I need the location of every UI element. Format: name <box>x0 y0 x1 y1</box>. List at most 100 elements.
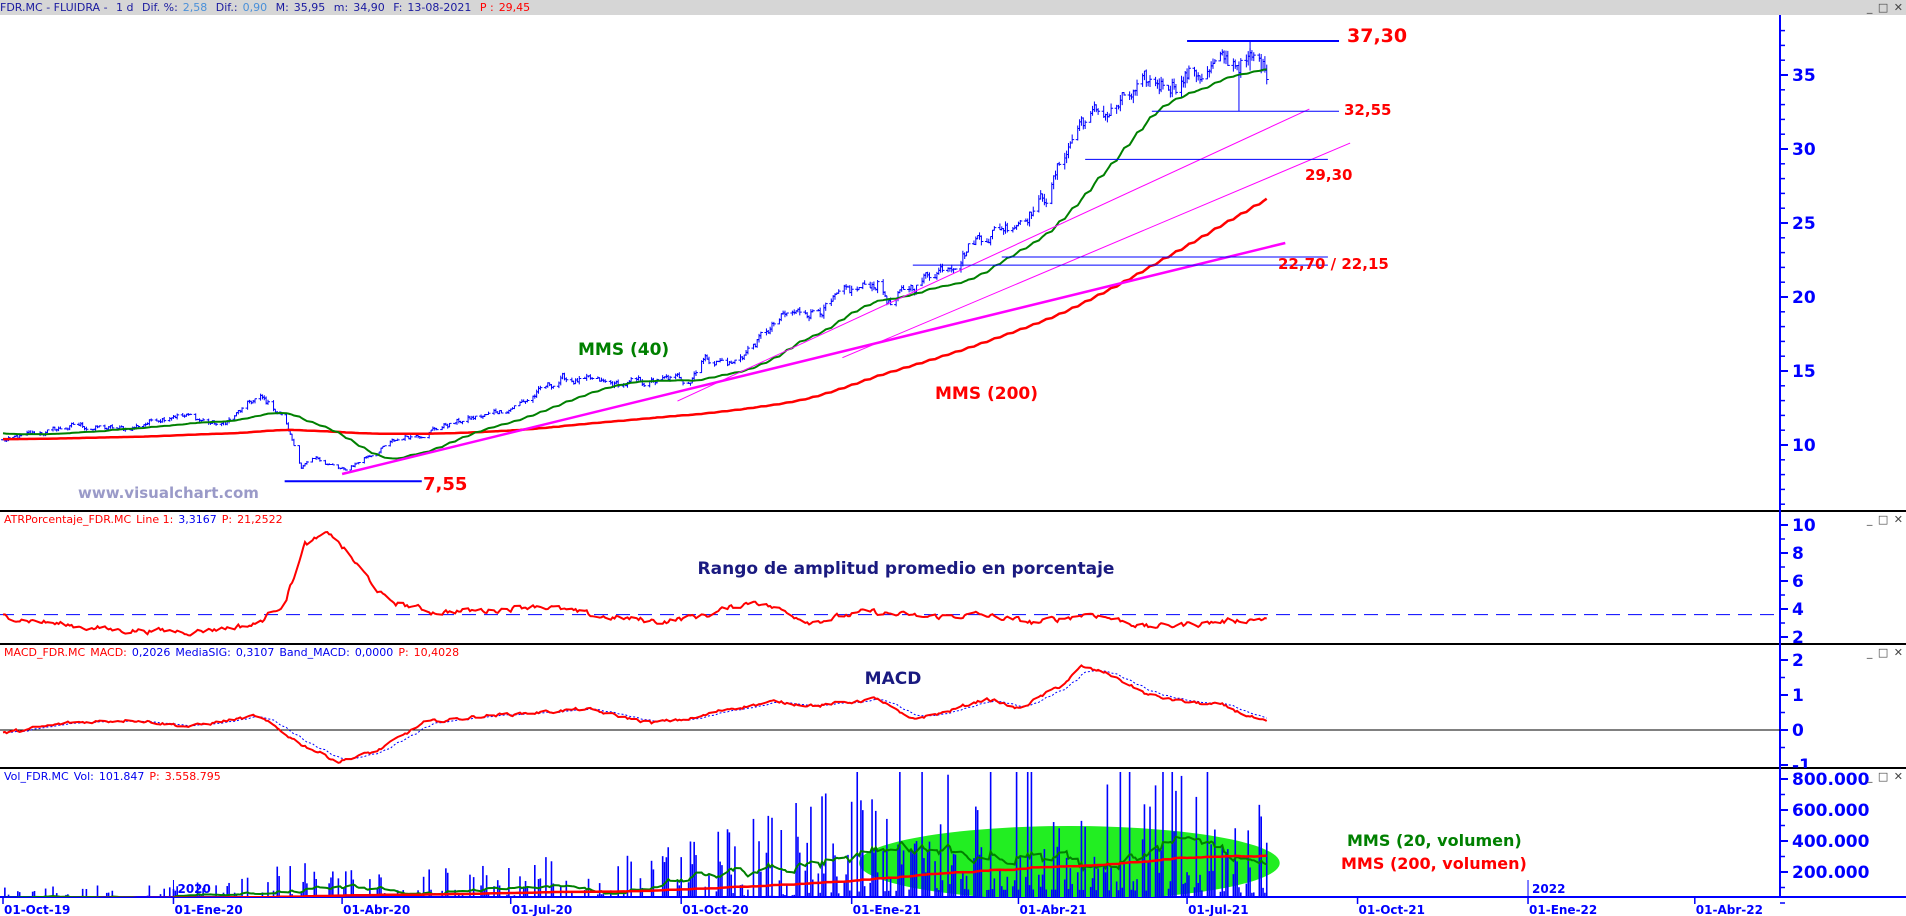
price-bar <box>1173 83 1178 95</box>
price-bar <box>512 405 517 410</box>
price-bar <box>629 377 634 382</box>
price-bar <box>1212 59 1217 64</box>
window-controls-macd[interactable]: _ □ ✕ <box>1866 646 1904 659</box>
dif-value: 0,90 <box>242 1 268 14</box>
max-label: M: <box>275 1 289 14</box>
p-label: P : <box>479 1 494 14</box>
price-tick-label: 10 <box>1792 436 1816 456</box>
price-bar <box>966 243 971 253</box>
x-tick-label: 01-Ene-21 <box>853 903 921 916</box>
price-bar <box>382 445 387 447</box>
macd-panel-title: MACD <box>865 669 922 689</box>
price-bar <box>1251 52 1256 62</box>
macd-panel-header: MACD_FDR.MC MACD: 0,2026 MediaSIG: 0,3107 Ban… <box>4 646 464 659</box>
window-controls-volume[interactable]: _ □ ✕ <box>1866 770 1904 783</box>
atr-tick-label: 10 <box>1792 516 1816 536</box>
level-label-high: 37,30 <box>1347 25 1407 47</box>
price-bar <box>1109 103 1114 117</box>
price-bar <box>434 427 439 431</box>
mms200-line <box>3 197 1268 441</box>
price-tick-label: 35 <box>1792 66 1816 86</box>
volume-name: Vol_FDR.MC <box>4 770 69 783</box>
x-tick-label: 01-Jul-20 <box>512 903 572 916</box>
macd-signal-line <box>2 670 1267 760</box>
volume-panel: MMS (20, volumen) MMS (200, volumen) <box>2 772 1527 897</box>
price-bar <box>810 309 815 313</box>
trendline <box>341 241 1286 476</box>
symbol-name: FDR.MC - FLUIDRA - <box>0 1 108 14</box>
macd-tick-label: 2 <box>1792 651 1804 671</box>
price-bar <box>836 289 841 294</box>
price-bar <box>953 268 958 270</box>
macd-band-label: Band_MACD: <box>279 646 350 659</box>
macd-p-label: P: <box>398 646 409 659</box>
volume-p-label: P: <box>149 770 160 783</box>
price-bar <box>1083 120 1088 129</box>
atr-tick-label: 2 <box>1792 628 1804 648</box>
price-bar <box>175 413 180 420</box>
window-controls-atr[interactable]: _ □ ✕ <box>1866 513 1904 526</box>
price-bar <box>1070 134 1075 144</box>
price-bar <box>473 415 478 420</box>
macd-name: MACD_FDR.MC <box>4 646 86 659</box>
macd-band-value: 0,0000 <box>354 646 394 659</box>
volume-tick-label: 400.000 <box>1792 832 1870 852</box>
window-controls-main[interactable]: _ □ ✕ <box>1866 1 1904 14</box>
price-bar <box>188 413 193 416</box>
atr-panel: Rango de amplitud promedio en porcentaje <box>0 530 1780 637</box>
x-tick-label: 01-Ene-22 <box>1529 903 1597 916</box>
macd-tick-label: 0 <box>1792 721 1804 741</box>
price-bar <box>719 357 724 361</box>
price-tick-label: 25 <box>1792 214 1816 234</box>
price-bar <box>330 463 335 466</box>
price-bar <box>356 462 361 465</box>
atr-name: ATRPorcentaje_FDR.MC <box>4 513 132 526</box>
price-tick-label: 20 <box>1792 288 1816 308</box>
macd-value: 0,2026 <box>131 646 171 659</box>
dif-pct-value: 2,58 <box>182 1 208 14</box>
price-bar <box>927 272 932 281</box>
level-label-low: 7,55 <box>423 474 467 495</box>
chart-title-bar: FDR.MC - FLUIDRA - 1 d Dif. %: 2,58 Dif.:… <box>0 0 535 15</box>
atr-tick-label: 8 <box>1792 544 1804 564</box>
volume-tick-label: 800.000 <box>1792 770 1870 790</box>
price-bar <box>447 422 452 428</box>
volume-value: 101.847 <box>98 770 145 783</box>
x-tick-label: 01-Abr-22 <box>1696 903 1763 916</box>
x-tick-label: 01-Oct-21 <box>1359 903 1425 916</box>
price-bar <box>706 356 711 365</box>
date-label: F: <box>393 1 403 14</box>
atr-line-label: Line 1: <box>136 513 174 526</box>
p-value: 29,45 <box>498 1 531 14</box>
volume-mms200-label: MMS (200, volumen) <box>1341 854 1527 873</box>
price-tick-label: 30 <box>1792 140 1816 160</box>
macd-sig-value: 0,3107 <box>235 646 275 659</box>
price-bar <box>732 359 737 365</box>
volume-label: Vol: <box>73 770 94 783</box>
atr-panel-title: Rango de amplitud promedio en porcentaje <box>698 559 1115 579</box>
price-bar <box>297 445 302 464</box>
price-bar <box>395 438 400 441</box>
x-tick-label: 01-Abr-21 <box>1019 903 1086 916</box>
chart-title-bar-background <box>0 0 1906 15</box>
price-bar <box>214 422 219 426</box>
atr-tick-label: 4 <box>1792 600 1804 620</box>
macd-line <box>2 664 1268 764</box>
price-bar <box>577 375 582 385</box>
price-bar <box>992 226 997 231</box>
x-tick-label: 01-Oct-20 <box>682 903 748 916</box>
price-bar <box>1199 73 1204 82</box>
price-bar <box>369 455 374 458</box>
atr-p-value: 21,2522 <box>237 513 283 526</box>
price-bar <box>1044 198 1049 208</box>
price-bar <box>1135 79 1140 96</box>
price-bar <box>525 399 530 403</box>
atr-p-label: P: <box>221 513 233 526</box>
price-bar <box>564 377 569 383</box>
date-value: 13-08-2021 <box>407 1 472 14</box>
price-bar <box>694 370 699 376</box>
x-tick-label: 01-Abr-20 <box>343 903 410 916</box>
price-bar <box>797 307 802 316</box>
timeframe: 1 d <box>116 1 134 14</box>
